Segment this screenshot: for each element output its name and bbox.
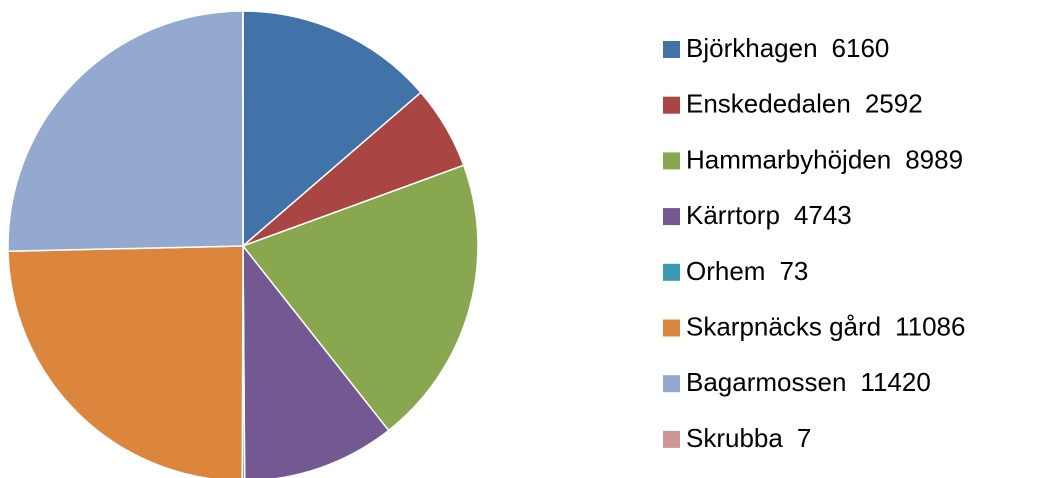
legend-swatch	[663, 319, 680, 337]
legend-entry: Orhem 73	[686, 256, 808, 286]
pie-slice	[7, 245, 244, 478]
legend-entry: Enskededalen 2592	[686, 89, 923, 119]
legend-entry: Björkhagen 6160	[686, 33, 889, 63]
legend-swatch	[663, 208, 680, 226]
legend-swatch	[663, 152, 680, 170]
legend-value: 2592	[865, 89, 923, 119]
legend-value: 6160	[832, 33, 890, 63]
legend-value: 73	[779, 256, 808, 286]
legend-swatch	[663, 375, 680, 393]
legend-label: Enskededalen	[686, 89, 851, 119]
pie-slice	[241, 164, 479, 432]
legend-entry: Hammarbyhöjden 8989	[686, 144, 963, 174]
legend-label: Hammarbyhöjden	[686, 144, 891, 174]
legend-label: Skrubba	[686, 423, 783, 453]
legend-value: 7	[797, 423, 811, 453]
legend-label: Bagarmossen	[686, 367, 846, 397]
legend-label: Skarpnäcks gård	[686, 311, 881, 341]
legend-value: 11420	[860, 367, 930, 397]
legend-value: 4743	[794, 200, 852, 230]
legend-label: Orhem	[686, 256, 765, 286]
legend-label: Kärrtorp	[686, 200, 780, 230]
legend-value: 8989	[905, 144, 963, 174]
legend-swatch	[663, 41, 680, 58]
legend: Björkhagen 6160 Enskededalen 2592 Hammarbyhö…	[663, 33, 965, 453]
legend-entry: Bagarmossen 11420	[686, 367, 931, 397]
pie-slice	[242, 10, 422, 248]
legend-swatch	[663, 263, 680, 281]
legend-label: Björkhagen	[686, 33, 818, 63]
pie-slice	[7, 10, 244, 252]
legend-swatch	[663, 430, 680, 448]
legend-swatch	[663, 96, 680, 114]
legend-entry: Kärrtorp 4743	[686, 200, 852, 230]
legend-entry: Skarpnäcks gård 11086	[686, 311, 965, 341]
pie-slice	[242, 243, 390, 478]
legend-entry: Skrubba 7	[686, 423, 811, 453]
legend-value: 11086	[895, 311, 965, 341]
